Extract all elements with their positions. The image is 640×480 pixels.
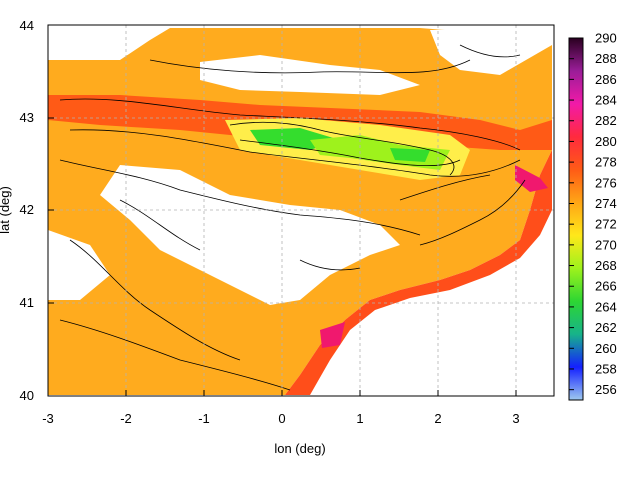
east-coast-hot (515, 165, 548, 192)
colorbar-tick-label: 258 (595, 361, 617, 376)
x-tick-label: 3 (512, 411, 519, 426)
pyrenees-colder-3 (390, 148, 430, 162)
colorbar-tick-label: 282 (595, 113, 617, 128)
colorbar (568, 37, 584, 401)
colorbar-tick-label: 280 (595, 134, 617, 149)
x-tick-label: 2 (434, 411, 441, 426)
colorbar-tick-label: 268 (595, 258, 617, 273)
north-nodata (200, 55, 420, 95)
coastal-band (285, 150, 552, 395)
axis-ticks (47, 24, 517, 397)
colorbar-tick-label: 272 (595, 217, 617, 232)
colorbar-ticks: 256 258 260 262 264 266 268 270 272 274 276 278 280 2… (569, 31, 617, 397)
y-tick-label: 43 (20, 110, 34, 125)
colorbar-tick-label: 260 (595, 341, 617, 356)
northeast-nodata (430, 28, 552, 75)
valencia-hot (320, 322, 345, 348)
x-tick-labels: -3 -2 -1 0 1 2 3 (42, 411, 519, 426)
colorbar-tick-label: 270 (595, 237, 617, 252)
colorbar-tick-label: 290 (595, 31, 617, 46)
x-tick-label: 0 (278, 411, 285, 426)
colorbar-tick-label: 262 (595, 320, 617, 335)
grid-lines (48, 25, 554, 396)
x-tick-label: -1 (198, 411, 210, 426)
x-tick-label: 1 (356, 411, 363, 426)
y-tick-label: 44 (20, 18, 34, 33)
y-tick-label: 42 (20, 202, 34, 217)
x-tick-label: -2 (120, 411, 132, 426)
sea-nodata (330, 260, 552, 395)
x-tick-label: -3 (42, 411, 54, 426)
y-axis-label: lat (deg) (0, 186, 12, 234)
y-tick-label: 41 (20, 295, 34, 310)
colorbar-tick-label: 266 (595, 279, 617, 294)
colorbar-tick-label: 276 (595, 175, 617, 190)
colorbar-tick-label: 288 (595, 51, 617, 66)
ebro-nodata (100, 165, 400, 305)
heatmap-field (48, 25, 554, 396)
colorbar-tick-label: 256 (595, 382, 617, 397)
west-nodata (48, 230, 110, 300)
x-axis-label: lon (deg) (274, 441, 325, 456)
contour-lines (59, 44, 526, 391)
y-tick-label: 40 (20, 388, 34, 403)
colorbar-tick-label: 284 (595, 93, 617, 108)
colorbar-tick-label: 286 (595, 72, 617, 87)
colorbar-tick-label: 264 (595, 299, 617, 314)
y-tick-labels: 40 41 42 43 44 (20, 18, 34, 403)
colorbar-tick-label: 274 (595, 196, 617, 211)
colorbar-tick-label: 278 (595, 155, 617, 170)
